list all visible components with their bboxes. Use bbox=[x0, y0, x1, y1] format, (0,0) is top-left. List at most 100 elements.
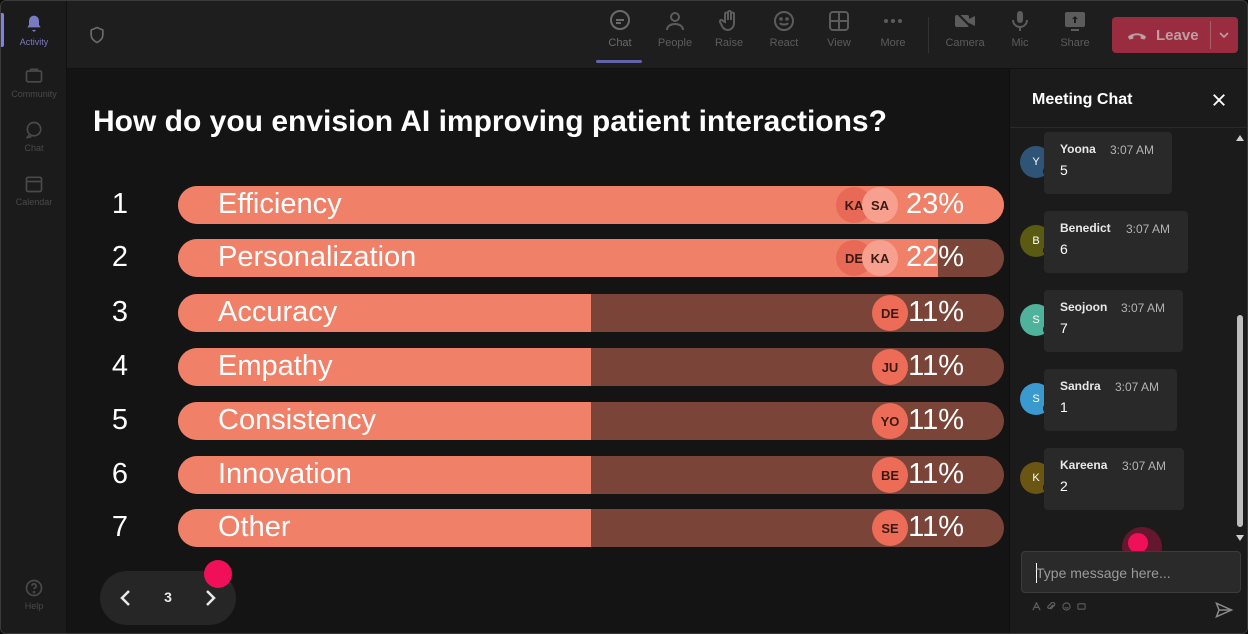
chat-title: Meeting Chat bbox=[1032, 91, 1133, 108]
option-bar[interactable]: Consistency YO 11% bbox=[178, 402, 1004, 440]
click-indicator bbox=[1128, 533, 1148, 553]
option-label: Efficiency bbox=[218, 188, 342, 220]
option-percent: 11% bbox=[908, 296, 964, 328]
option-bar[interactable]: Personalization DE KA 22% bbox=[178, 239, 1004, 277]
share-button[interactable]: Share bbox=[1049, 9, 1101, 63]
close-icon[interactable] bbox=[1210, 91, 1228, 109]
option-rank: 4 bbox=[111, 350, 129, 382]
meeting-chat-panel: Meeting Chat Y Yoona 3:07 AM 5 B Benedic… bbox=[1009, 69, 1247, 633]
voter-avatar: KA bbox=[862, 240, 898, 276]
chevron-right-icon[interactable] bbox=[198, 586, 222, 610]
option-rank: 7 bbox=[111, 511, 129, 543]
more-icon bbox=[884, 19, 902, 23]
option-bar[interactable]: Empathy JU 11% bbox=[178, 348, 1004, 386]
send-icon[interactable] bbox=[1214, 600, 1234, 620]
option-label: Personalization bbox=[218, 241, 417, 273]
message-bubble: Benedict 3:07 AM 6 bbox=[1044, 211, 1188, 273]
message-time: 3:07 AM bbox=[1126, 222, 1171, 236]
sender-name: Yoona bbox=[1060, 142, 1096, 156]
hand-icon bbox=[718, 10, 735, 32]
shield-icon[interactable] bbox=[87, 25, 107, 45]
rail-item-help[interactable]: Help bbox=[1, 569, 67, 619]
chevron-left-icon[interactable] bbox=[114, 586, 138, 610]
message-time: 3:07 AM bbox=[1110, 143, 1155, 157]
chat-button[interactable]: Chat bbox=[594, 9, 646, 63]
option-percent: 22% bbox=[905, 241, 964, 273]
smiley-icon bbox=[774, 11, 794, 31]
phone-hangup-icon bbox=[1127, 33, 1147, 40]
option-percent: 11% bbox=[908, 458, 964, 490]
message-time: 3:07 AM bbox=[1115, 380, 1160, 394]
message-text: 6 bbox=[1060, 241, 1068, 257]
rail-item-label: Calendar bbox=[15, 196, 53, 207]
click-indicator bbox=[204, 560, 232, 588]
sender-name: Seojoon bbox=[1060, 300, 1108, 314]
person-icon bbox=[666, 12, 684, 31]
camera-off-icon bbox=[955, 11, 975, 31]
gif-icon[interactable] bbox=[1077, 602, 1086, 611]
option-bar[interactable]: Other SE 11% bbox=[178, 509, 1004, 547]
option-percent: 23% bbox=[905, 188, 964, 220]
message-text: 2 bbox=[1060, 478, 1068, 494]
poll-option-row: 6 Innovation BE 11% bbox=[67, 456, 1009, 494]
calendar-icon bbox=[25, 176, 43, 192]
rail-item-label: Help bbox=[24, 600, 44, 611]
poll-results: How do you envision AI improving patient… bbox=[67, 69, 1009, 633]
mic-button-label: Mic bbox=[1011, 37, 1029, 49]
poll-option-row: 3 Accuracy DE 11% bbox=[67, 294, 1009, 332]
chat-scrollbar[interactable] bbox=[1234, 131, 1246, 543]
option-label: Consistency bbox=[218, 404, 376, 436]
leave-button[interactable]: Leave bbox=[1112, 17, 1238, 53]
option-rank: 6 bbox=[111, 458, 129, 490]
voter-avatar: JU bbox=[872, 349, 908, 385]
option-bar-fill bbox=[178, 239, 938, 277]
grid-icon bbox=[829, 11, 849, 31]
sender-name: Kareena bbox=[1060, 458, 1108, 472]
message-text: 1 bbox=[1060, 399, 1068, 415]
people-button[interactable]: People bbox=[649, 9, 701, 63]
camera-button[interactable]: Camera bbox=[939, 9, 991, 63]
more-button[interactable]: More bbox=[867, 9, 919, 63]
rail-item-calendar[interactable]: Calendar bbox=[1, 165, 67, 215]
option-label: Accuracy bbox=[218, 296, 338, 328]
message-bubble: Kareena 3:07 AM 2 bbox=[1044, 448, 1184, 510]
scrollbar-thumb[interactable] bbox=[1237, 315, 1243, 527]
scroll-down-icon[interactable] bbox=[1236, 535, 1244, 541]
emoji-icon[interactable] bbox=[1062, 602, 1071, 611]
poll-option-row: 1 Efficiency KA SA 23% bbox=[67, 186, 1009, 224]
app-rail: Activity Community Chat Calendar Help bbox=[1, 1, 67, 633]
chat-icon bbox=[25, 121, 42, 139]
rail-item-community[interactable]: Community bbox=[1, 57, 67, 107]
option-percent: 11% bbox=[908, 350, 964, 382]
option-bar[interactable]: Accuracy DE 11% bbox=[178, 294, 1004, 332]
format-icon[interactable] bbox=[1032, 602, 1041, 611]
mic-button[interactable]: Mic bbox=[994, 9, 1046, 63]
more-button-label: More bbox=[880, 37, 906, 49]
attach-icon[interactable] bbox=[1047, 602, 1056, 611]
option-bar[interactable]: Efficiency KA SA 23% bbox=[178, 186, 1004, 224]
poll-option-row: 2 Personalization DE KA 22% bbox=[67, 239, 1009, 277]
help-icon bbox=[25, 579, 43, 596]
option-label: Innovation bbox=[218, 458, 352, 490]
message-bubble: Yoona 3:07 AM 5 bbox=[1044, 132, 1172, 194]
option-bar-fill bbox=[178, 456, 591, 494]
rail-item-activity[interactable]: Activity bbox=[1, 5, 67, 55]
message-input[interactable] bbox=[1036, 562, 1226, 584]
raise-hand-button[interactable]: Raise bbox=[703, 9, 755, 63]
compose-format-bar bbox=[1032, 602, 1086, 611]
chat-icon bbox=[610, 10, 630, 30]
rail-item-label: Chat bbox=[24, 142, 44, 153]
message-compose-box[interactable] bbox=[1021, 551, 1241, 593]
bell-icon bbox=[27, 15, 41, 31]
meeting-toolbar: Chat People Raise React View More Camera bbox=[67, 1, 1247, 69]
scroll-up-icon[interactable] bbox=[1236, 135, 1244, 141]
react-button[interactable]: React bbox=[758, 9, 810, 63]
community-icon bbox=[25, 68, 43, 83]
message-bubble: Seojoon 3:07 AM 7 bbox=[1044, 290, 1183, 352]
view-button[interactable]: View bbox=[813, 9, 865, 63]
rail-item-chat[interactable]: Chat bbox=[1, 111, 67, 161]
chevron-down-icon[interactable] bbox=[1216, 27, 1232, 43]
rail-item-label: Activity bbox=[19, 36, 49, 47]
option-bar[interactable]: Innovation BE 11% bbox=[178, 456, 1004, 494]
